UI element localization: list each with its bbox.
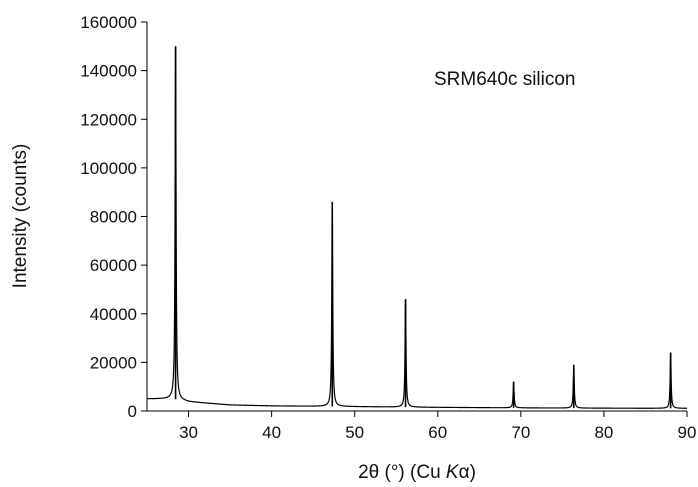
x-tick-label: 70	[511, 423, 530, 442]
x-tick-label: 50	[345, 423, 364, 442]
x-tick-label: 80	[594, 423, 613, 442]
y-tick-label: 160000	[80, 13, 137, 32]
y-tick-label: 20000	[90, 353, 137, 372]
y-tick-label: 140000	[80, 62, 137, 81]
y-tick-label: 0	[128, 402, 137, 421]
x-axis-title-alpha: α	[459, 462, 470, 483]
series-layer	[147, 46, 687, 409]
x-tick-label: 60	[428, 423, 447, 442]
x-axis-title-k: K	[446, 462, 460, 483]
xrd-pattern-line	[147, 46, 687, 409]
y-tick-label: 60000	[90, 256, 137, 275]
annotation-label: SRM640c silicon	[434, 69, 576, 90]
y-tick-label: 120000	[80, 110, 137, 129]
x-tick-label: 30	[179, 423, 198, 442]
x-axis-title-prefix: 2θ (°) (Cu	[358, 462, 446, 483]
x-ticks: 30 40 50 60 70 80 90	[179, 411, 696, 442]
y-tick-label: 80000	[90, 208, 137, 227]
y-tick-label: 40000	[90, 305, 137, 324]
y-tick-label: 100000	[80, 159, 137, 178]
x-tick-label: 40	[262, 423, 281, 442]
x-axis-title: 2θ (°) (Cu Kα)	[358, 462, 476, 483]
y-ticks: 0 20000 40000 60000 80000 100000 120000 140000 1…	[80, 13, 147, 421]
axes-frame	[146, 22, 687, 412]
x-axis-title-suffix: )	[470, 462, 476, 483]
y-axis-title: Intensity (counts)	[10, 144, 31, 289]
x-tick-label: 90	[678, 423, 697, 442]
